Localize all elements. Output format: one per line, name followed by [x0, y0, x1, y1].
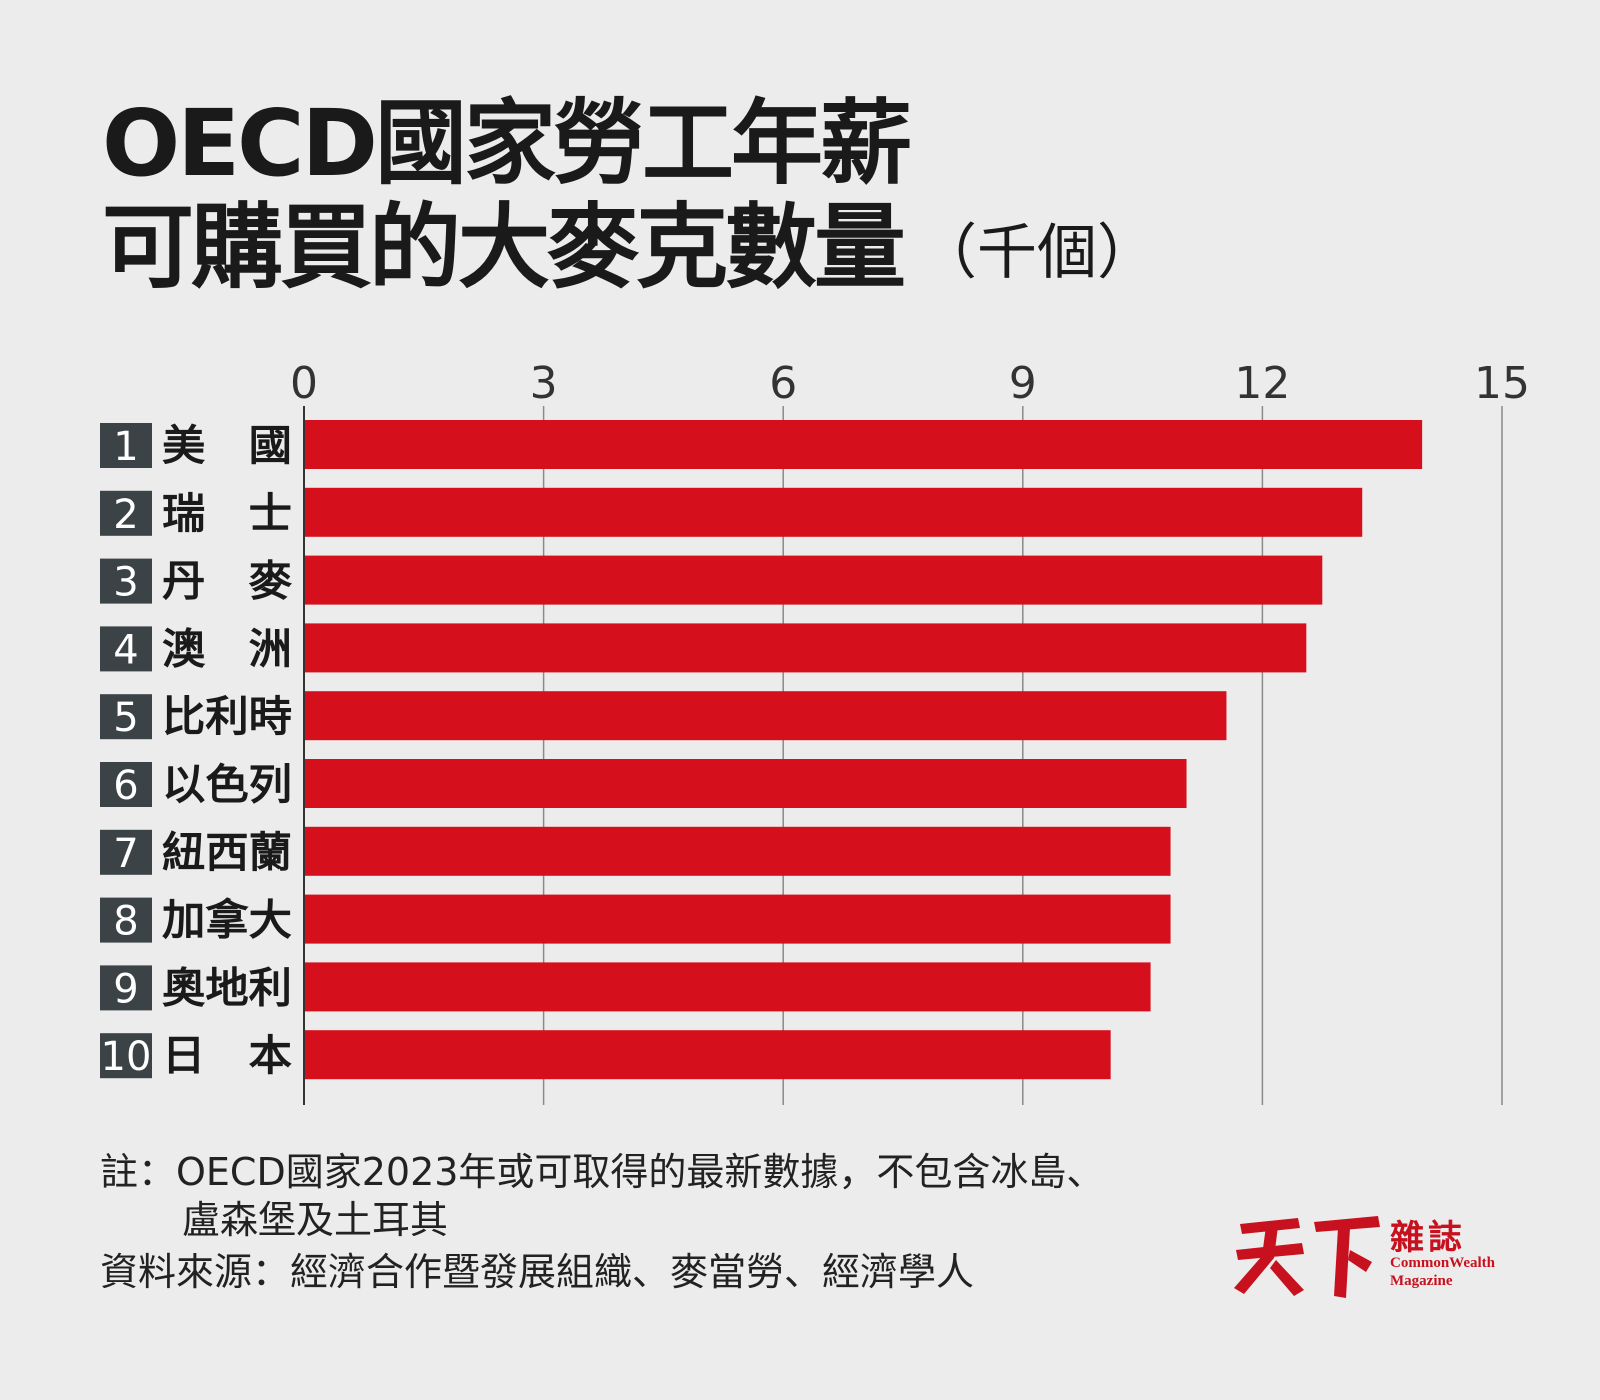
- category-label: 日 本: [162, 1031, 292, 1080]
- rank-badge: [100, 558, 152, 604]
- category-label: 丹 麥: [162, 557, 293, 606]
- note-line-1: 註：OECD國家2023年或可取得的最新數據，不包含冰島、: [100, 1150, 1105, 1194]
- rank-badge: [100, 490, 152, 536]
- bar: [304, 555, 1323, 605]
- bar: [304, 1030, 1111, 1080]
- rank-badge: [100, 897, 152, 943]
- category-label: 紐西蘭: [162, 828, 292, 877]
- logo-name-en: CommonWealth Magazine: [1390, 1254, 1495, 1290]
- category-label: 瑞 士: [162, 489, 292, 538]
- category-label: 澳 洲: [162, 624, 292, 673]
- tianxia-logo-icon: [1234, 1216, 1380, 1298]
- logo-name-en-2: Magazine: [1390, 1273, 1453, 1289]
- x-tick-label: 6: [769, 358, 797, 409]
- x-tick-label: 0: [290, 358, 318, 409]
- commonwealth-logo: 雜誌 CommonWealth Magazine: [1232, 1210, 1522, 1300]
- category-label: 比利時: [162, 692, 292, 741]
- category-label: 加拿大: [162, 896, 292, 945]
- bar: [304, 420, 1423, 469]
- rank-badge: [100, 1033, 152, 1079]
- note-line-2: 盧森堡及土耳其: [182, 1198, 449, 1242]
- bar: [304, 623, 1307, 673]
- rank-badge: [100, 423, 152, 468]
- category-label: 奧地利: [162, 963, 292, 1012]
- rank-number: 8: [113, 899, 138, 945]
- rank-number: 7: [113, 831, 138, 877]
- x-tick-label: 12: [1234, 358, 1290, 409]
- logo-name-en-1: CommonWealth: [1390, 1255, 1495, 1271]
- x-tick-label: 15: [1474, 358, 1530, 409]
- rank-badge: [100, 762, 152, 807]
- rank-number: 4: [113, 627, 138, 673]
- x-tick-label: 9: [1009, 358, 1037, 409]
- rank-number: 1: [113, 424, 138, 470]
- rank-number: 10: [101, 1034, 152, 1080]
- rank-number: 2: [113, 492, 138, 538]
- title-line-1: OECD國家勞工年薪: [102, 90, 912, 197]
- rank-badge: [100, 694, 152, 740]
- title-line-2-text: 可購買的大麥克數量: [102, 194, 906, 301]
- bar: [304, 826, 1171, 876]
- logo-name-cn: 雜誌: [1390, 1218, 1466, 1258]
- rank-badge: [100, 626, 152, 672]
- rank-number: 6: [113, 763, 138, 809]
- rank-number: 5: [113, 695, 138, 741]
- bar: [304, 962, 1151, 1012]
- rank-badge: [100, 965, 152, 1011]
- source-line: 資料來源：經濟合作暨發展組織、麥當勞、經濟學人: [100, 1250, 975, 1294]
- rank-number: 9: [113, 966, 138, 1012]
- chart-title: OECD國家勞工年薪 可購買的大麥克數量 （千個）: [102, 92, 1157, 305]
- title-line-2: 可購買的大麥克數量 （千個）: [102, 196, 1157, 305]
- category-label: 以色列: [162, 760, 292, 809]
- bar: [304, 759, 1187, 808]
- bar: [304, 487, 1363, 537]
- rank-badge: [100, 829, 152, 875]
- bar-chart: 0 3 6 9 12 15 1 美 國 2 瑞 士 3 丹 麥 4 澳 洲 5 比利時 6 以色列 7 紐西蘭 8 加拿大…: [100, 358, 1530, 1105]
- bar: [304, 691, 1227, 741]
- footnotes: 註：OECD國家2023年或可取得的最新數據，不包含冰島、 盧森堡及土耳其 資料…: [100, 1148, 1104, 1296]
- rank-number: 3: [113, 560, 138, 606]
- category-label: 美 國: [162, 421, 292, 470]
- bar: [304, 894, 1171, 944]
- title-unit: （千個）: [917, 218, 1158, 288]
- x-tick-label: 3: [530, 358, 558, 409]
